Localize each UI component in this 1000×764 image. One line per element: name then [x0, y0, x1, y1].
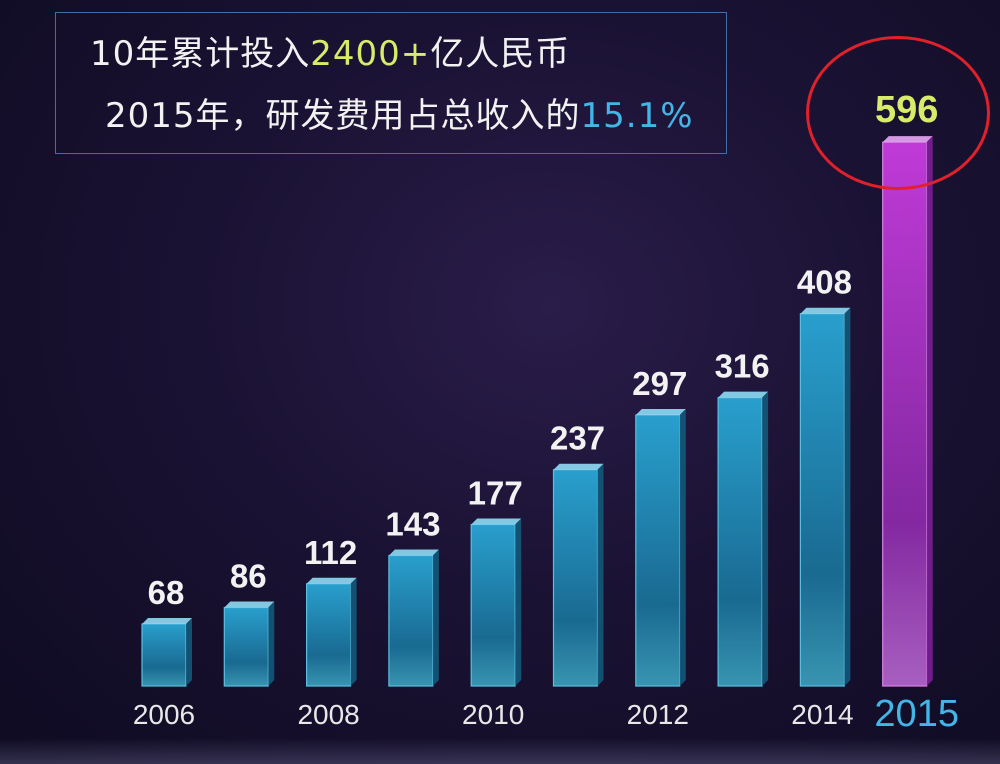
- bar-2015: [882, 141, 928, 687]
- bar-side-2010: [515, 518, 522, 686]
- value-label-2007: 86: [230, 558, 267, 595]
- bar-2011: [552, 469, 599, 687]
- bar-2008: [306, 583, 352, 687]
- bar-top-2007: [224, 601, 275, 608]
- headline-line-1: 10年累计投入2400+亿人民币: [90, 26, 570, 75]
- cumulative-prefix: 10年累计投入: [90, 34, 311, 74]
- headline-box: [55, 12, 727, 154]
- value-label-2008: 112: [304, 534, 357, 571]
- bar-top-2008: [306, 577, 357, 584]
- bar-top-2014: [800, 307, 851, 314]
- bar-2014: [799, 313, 846, 687]
- bar-group-2006: [141, 617, 192, 687]
- value-label-2010: 177: [468, 474, 523, 511]
- x-tick-label-2012: 2012: [627, 699, 689, 730]
- bar-group-2010: [470, 518, 522, 687]
- bar-2009: [388, 554, 434, 687]
- bar-side-2007: [268, 601, 275, 686]
- bar-2013: [717, 397, 763, 687]
- value-label-2014: 408: [797, 264, 852, 301]
- value-label-2011: 237: [550, 420, 605, 457]
- bar-side-2013: [762, 391, 769, 686]
- bar-2010: [470, 523, 516, 687]
- bar-side-2006: [186, 617, 192, 686]
- bar-side-2008: [350, 577, 357, 686]
- cumulative-suffix: 亿人民币: [430, 34, 571, 74]
- bar-side-2015: [926, 136, 933, 686]
- bar-side-2012: [679, 408, 686, 686]
- bar-group-2009: [388, 549, 439, 687]
- headline-line-2: 2015年，研发费用占总收入的15.1%: [105, 88, 694, 137]
- floor-glow: [0, 738, 1000, 764]
- bar-top-2009: [388, 549, 439, 556]
- bar-2006: [141, 623, 187, 687]
- x-tick-label-2015: 2015: [874, 693, 959, 735]
- bar-group-2015: [882, 136, 933, 687]
- value-label-2009: 143: [385, 506, 440, 543]
- bar-side-2014: [844, 307, 851, 686]
- x-tick-label-2010: 2010: [462, 699, 524, 730]
- bar-side-2011: [597, 463, 604, 686]
- x-tick-label-2014: 2014: [791, 699, 853, 730]
- bar-group-2008: [306, 577, 357, 687]
- bar-top-2011: [553, 463, 604, 470]
- bar-top-2013: [718, 391, 769, 398]
- rd-ratio-prefix: 2015年，研发费用占总收入的: [105, 96, 581, 136]
- value-label-2013: 316: [715, 348, 770, 385]
- bar-group-2011: [552, 463, 604, 687]
- bar-2012: [635, 414, 681, 687]
- bar-top-2010: [471, 518, 522, 525]
- bar-top-2006: [142, 617, 192, 624]
- x-tick-label-2006: 2006: [133, 699, 195, 730]
- bar-group-2012: [635, 408, 686, 687]
- bar-2007: [223, 606, 269, 687]
- bar-group-2014: [799, 307, 851, 687]
- bar-top-2012: [635, 408, 686, 415]
- bar-group-2013: [717, 391, 769, 687]
- value-label-2006: 68: [148, 574, 185, 611]
- rd-ratio-percent: 15.1%: [580, 96, 694, 136]
- value-label-2012: 297: [632, 365, 687, 402]
- highlight-circle: [806, 36, 990, 190]
- bar-group-2007: [223, 601, 275, 687]
- cumulative-amount: 2400+: [310, 34, 431, 74]
- x-tick-label-2008: 2008: [297, 699, 359, 730]
- bar-side-2009: [432, 549, 439, 686]
